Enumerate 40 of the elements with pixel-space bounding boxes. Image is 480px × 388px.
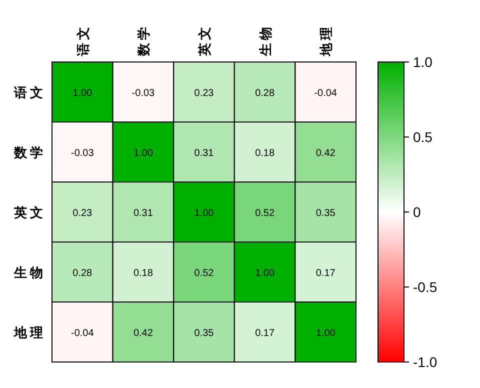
data-label: 0.52 <box>255 208 275 219</box>
x-tick-label: 英文 <box>197 24 212 57</box>
data-label: -0.04 <box>314 88 338 99</box>
x-tick-label: 数学 <box>136 24 152 57</box>
data-label: 0.17 <box>316 268 336 279</box>
color-bar-label: -0.5 <box>413 279 438 295</box>
data-label: 1.00 <box>72 88 93 99</box>
data-label: 1.00 <box>133 148 154 159</box>
y-tick-label: 数学 <box>13 145 46 160</box>
data-label: -0.04 <box>71 328 94 339</box>
color-bar-label: 0.5 <box>413 129 433 145</box>
data-label: 0.18 <box>255 148 275 159</box>
data-label: -0.03 <box>132 88 156 99</box>
color-bar-label: 0 <box>413 204 421 220</box>
data-label: 0.35 <box>194 328 214 339</box>
data-label: 0.42 <box>316 148 336 159</box>
data-label: 0.52 <box>194 268 214 279</box>
color-bar-label: 1.0 <box>413 54 433 70</box>
data-label: 0.42 <box>133 328 154 339</box>
data-label: -0.03 <box>71 148 94 159</box>
data-label: 1.00 <box>255 268 275 279</box>
data-label: 1.00 <box>194 208 214 219</box>
data-label: 0.31 <box>194 148 214 159</box>
data-label: 0.28 <box>72 268 93 279</box>
x-tick-label: 地理 <box>318 24 334 57</box>
y-tick-label: 生物 <box>13 265 46 280</box>
data-label: 0.31 <box>133 208 154 219</box>
data-label: 0.28 <box>255 88 275 99</box>
data-label: 0.18 <box>133 268 154 279</box>
data-label: 1.00 <box>316 328 336 339</box>
data-label: 0.17 <box>255 328 275 339</box>
color-bar-label: -1.0 <box>413 354 438 370</box>
data-label: 0.23 <box>72 208 93 219</box>
y-tick-label: 英文 <box>13 205 46 220</box>
x-tick-label: 生物 <box>258 24 273 57</box>
data-label: 0.35 <box>316 208 336 219</box>
x-tick-label: 语文 <box>75 24 90 57</box>
y-tick-label: 地理 <box>13 325 46 340</box>
y-tick-label: 语文 <box>13 85 46 100</box>
data-label: 0.23 <box>194 88 214 99</box>
